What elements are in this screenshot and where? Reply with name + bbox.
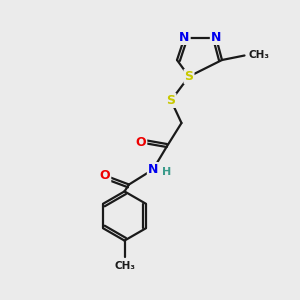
Text: O: O [136, 136, 146, 149]
Text: N: N [179, 31, 190, 44]
Text: CH₃: CH₃ [114, 261, 135, 271]
Text: H: H [162, 167, 171, 177]
Text: N: N [211, 31, 221, 44]
Text: S: S [184, 70, 194, 83]
Text: CH₃: CH₃ [248, 50, 269, 61]
Text: S: S [167, 94, 176, 107]
Text: N: N [148, 163, 158, 176]
Text: O: O [100, 169, 110, 182]
